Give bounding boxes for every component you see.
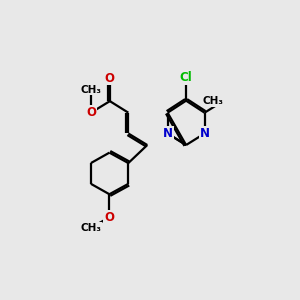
Text: N: N	[163, 127, 172, 140]
Text: Cl: Cl	[180, 71, 193, 84]
Text: O: O	[105, 71, 115, 85]
Text: CH₃: CH₃	[80, 223, 101, 233]
Text: CH₃: CH₃	[202, 96, 223, 106]
Text: CH₃: CH₃	[80, 85, 101, 94]
Text: O: O	[86, 106, 96, 119]
Text: N: N	[200, 127, 210, 140]
Text: O: O	[104, 211, 114, 224]
